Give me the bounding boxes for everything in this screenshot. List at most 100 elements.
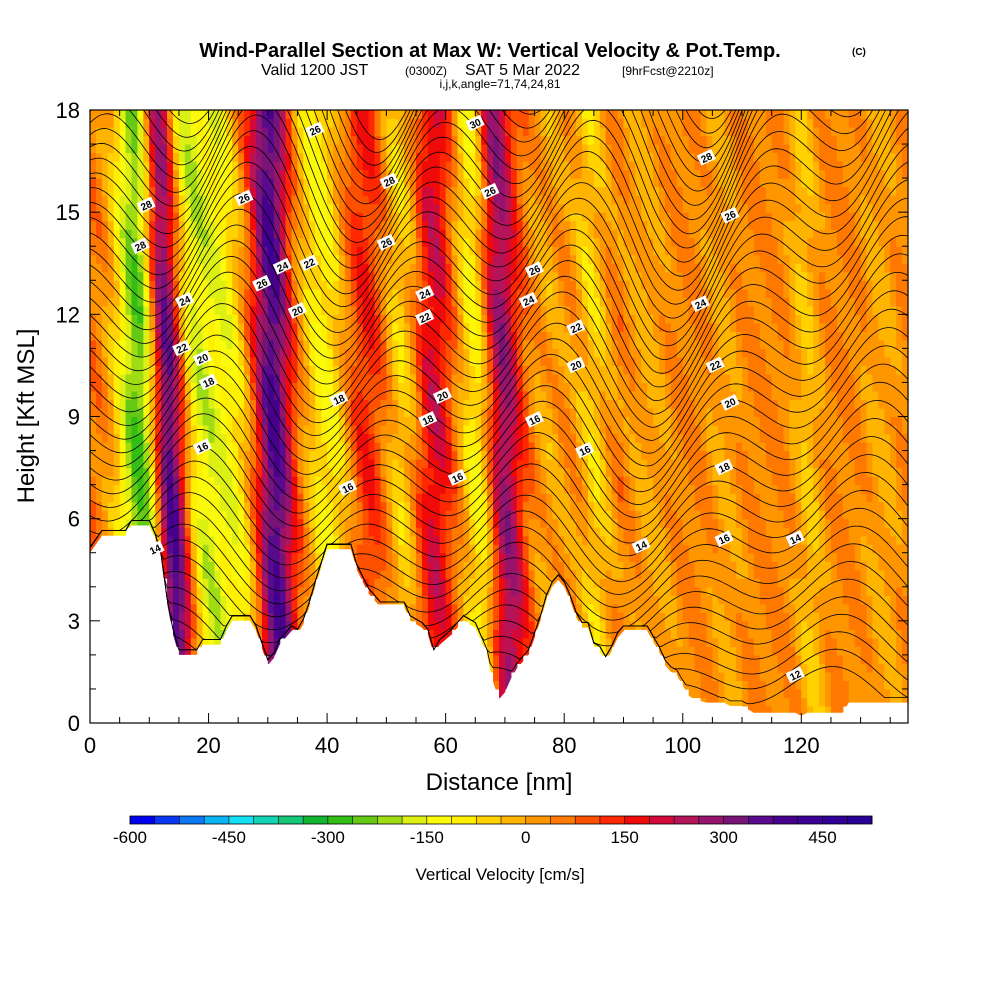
velocity-cell (202, 161, 210, 171)
velocity-cell (463, 603, 470, 613)
velocity-cell (570, 152, 577, 162)
velocity-cell (273, 416, 281, 426)
velocity-cell (392, 314, 399, 324)
velocity-cell (439, 195, 447, 205)
velocity-cell (587, 535, 595, 545)
velocity-cell (410, 518, 417, 528)
velocity-cell (576, 476, 583, 486)
velocity-cell (570, 297, 577, 307)
velocity-cell (445, 373, 453, 384)
velocity-cell (534, 339, 542, 349)
velocity-cell (291, 152, 299, 162)
velocity-cell (487, 629, 494, 639)
velocity-cell (362, 459, 370, 469)
velocity-cell (463, 416, 470, 426)
velocity-cell (303, 484, 310, 494)
velocity-cell (356, 527, 364, 537)
velocity-cell (309, 425, 316, 435)
velocity-cell (250, 297, 257, 307)
velocity-cell (95, 433, 103, 443)
velocity-cell (291, 510, 299, 520)
velocity-cell (119, 186, 127, 196)
velocity-cell (125, 425, 133, 435)
velocity-cell (95, 339, 103, 349)
velocity-cell (344, 212, 352, 222)
velocity-cell (261, 382, 269, 392)
velocity-cell (469, 322, 476, 332)
velocity-cell (510, 612, 518, 622)
velocity-cell (528, 144, 536, 154)
velocity-cell (101, 288, 109, 298)
velocity-cell (238, 263, 245, 273)
velocity-cell (220, 527, 227, 537)
velocity-cell (214, 373, 222, 384)
velocity-cell (522, 476, 530, 486)
velocity-cell (161, 186, 168, 196)
velocity-cell (90, 450, 97, 460)
velocity-cell (362, 467, 370, 477)
velocity-cell (445, 186, 453, 196)
velocity-cell (439, 484, 447, 494)
velocity-cell (261, 263, 269, 273)
velocity-cell (149, 135, 156, 145)
velocity-cell (279, 144, 287, 154)
velocity-cell (504, 552, 512, 562)
velocity-cell (232, 425, 239, 435)
velocity-cell (475, 569, 482, 579)
velocity-cell (570, 390, 577, 401)
velocity-cell (172, 442, 180, 452)
velocity-cell (386, 348, 393, 358)
velocity-cell (172, 152, 180, 162)
velocity-cell (143, 135, 150, 145)
velocity-cell (374, 459, 382, 469)
velocity-cell (267, 356, 275, 367)
velocity-cell (208, 339, 216, 349)
velocity-cell (214, 288, 222, 298)
velocity-cell (273, 450, 281, 460)
velocity-cell (487, 203, 494, 213)
velocity-cell (410, 569, 417, 579)
velocity-cell (581, 271, 589, 281)
velocity-cell (433, 510, 441, 520)
velocity-cell (208, 152, 216, 162)
velocity-cell (445, 144, 453, 154)
velocity-cell (558, 544, 565, 554)
velocity-cell (101, 246, 109, 256)
velocity-cell (214, 416, 222, 426)
velocity-cell (267, 186, 275, 196)
velocity-cell (238, 493, 245, 503)
velocity-cell (113, 127, 121, 137)
velocity-cell (463, 280, 470, 290)
velocity-cell (445, 399, 453, 409)
velocity-cell (190, 178, 198, 188)
velocity-cell (226, 416, 233, 426)
velocity-cell (558, 246, 565, 256)
velocity-cell (362, 416, 370, 426)
velocity-cell (178, 178, 186, 188)
velocity-cell (279, 373, 287, 384)
velocity-cell (587, 552, 595, 562)
velocity-cell (445, 586, 453, 596)
velocity-cell (113, 527, 121, 537)
velocity-cell (184, 144, 192, 154)
velocity-cell (510, 476, 518, 486)
velocity-cell (564, 365, 571, 375)
velocity-cell (469, 382, 476, 392)
velocity-cell (214, 186, 222, 196)
velocity-cell (510, 459, 518, 469)
velocity-cell (534, 135, 542, 145)
velocity-cell (178, 373, 186, 384)
velocity-cell (421, 595, 429, 605)
velocity-cell (368, 467, 376, 477)
velocity-cell (315, 110, 322, 120)
velocity-cell (155, 348, 162, 358)
velocity-cell (190, 629, 198, 639)
velocity-cell (303, 186, 310, 196)
velocity-cell (202, 450, 210, 460)
velocity-cell (172, 518, 180, 528)
velocity-cell (350, 390, 358, 401)
velocity-cell (196, 339, 204, 349)
velocity-cell (113, 493, 121, 503)
velocity-cell (184, 169, 192, 179)
velocity-cell (167, 603, 174, 613)
